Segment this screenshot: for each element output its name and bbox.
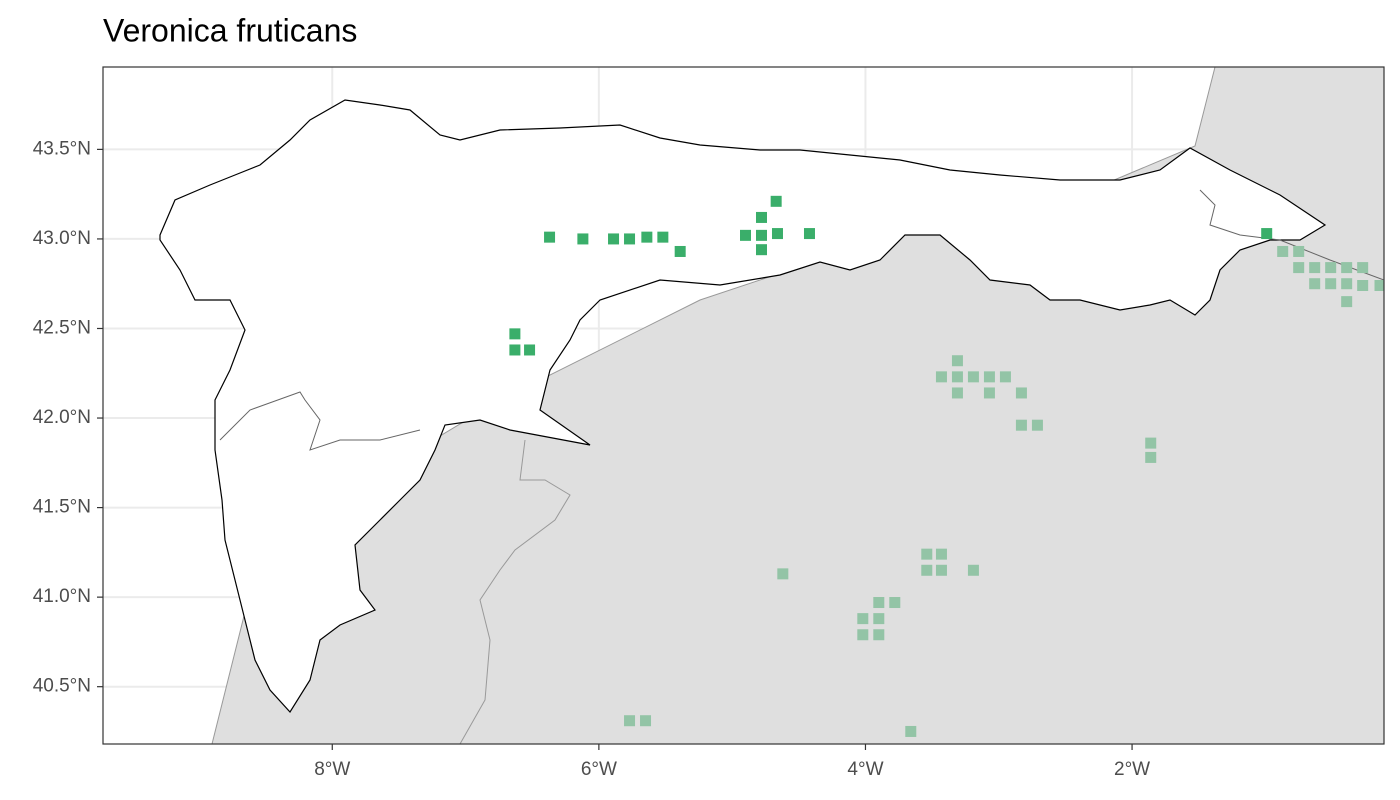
occurrence-point [1374, 280, 1384, 292]
occurrence-point [873, 629, 885, 641]
occurrence-point [755, 244, 767, 256]
chart-title: Veronica fruticans [103, 12, 357, 48]
region [159, 99, 1327, 713]
occurrence-point [935, 548, 947, 560]
occurrence-point [1341, 296, 1353, 308]
occurrence-point [641, 231, 653, 243]
occurrence-point [657, 231, 669, 243]
occurrence-point [624, 233, 636, 245]
y-tick-label: 41.0°N [33, 586, 91, 607]
occurrence-point [608, 233, 620, 245]
map [159, 67, 1384, 744]
y-tick-label: 40.5°N [33, 676, 91, 697]
occurrence-point [857, 629, 869, 641]
occurrence-point [1325, 278, 1337, 290]
x-tick-label: 8°W [314, 759, 350, 780]
occurrence-point [770, 195, 782, 207]
occurrence-point [921, 564, 933, 576]
x-tick-label: 6°W [581, 759, 617, 780]
occurrence-point [803, 228, 815, 240]
occurrence-point [1357, 262, 1369, 274]
occurrence-point [1341, 278, 1353, 290]
occurrence-point [1031, 419, 1043, 431]
occurrence-point [509, 328, 521, 340]
occurrence-point [1293, 262, 1305, 274]
occurrence-point [951, 387, 963, 399]
occurrence-point [1277, 245, 1289, 257]
occurrence-point [857, 613, 869, 625]
occurrence-point [873, 613, 885, 625]
occurrence-point [777, 568, 789, 580]
occurrence-point [1357, 280, 1369, 292]
occurrence-point [624, 715, 636, 727]
occurrence-point [983, 371, 995, 383]
occurrence-point [771, 228, 783, 240]
occurrence-point [755, 211, 767, 223]
occurrence-point [905, 725, 917, 737]
occurrence-point [1261, 228, 1273, 240]
occurrence-point [509, 344, 521, 356]
occurrence-point [739, 229, 751, 241]
occurrence-point [674, 245, 686, 257]
occurrence-point [1325, 262, 1337, 274]
occurrence-point [1341, 262, 1353, 274]
occurrence-point [1015, 419, 1027, 431]
occurrence-point [967, 564, 979, 576]
occurrence-point [873, 597, 885, 609]
occurrence-point [1015, 387, 1027, 399]
occurrence-point [935, 371, 947, 383]
occurrence-point [1309, 262, 1321, 274]
x-tick-label: 4°W [847, 759, 883, 780]
occurrence-point [889, 597, 901, 609]
occurrence-point [967, 371, 979, 383]
occurrence-point [640, 715, 652, 727]
occurrence-point [1145, 437, 1157, 449]
panel-border [102, 66, 1385, 745]
occurrence-point [921, 548, 933, 560]
y-tick-label: 42.0°N [33, 407, 91, 428]
internal-border [459, 439, 571, 744]
occurrence-point [935, 564, 947, 576]
internal-border [219, 189, 1384, 451]
y-tick-label: 43.5°N [33, 138, 91, 159]
occurrence-point [755, 229, 767, 241]
occurrence-point [1145, 451, 1157, 463]
y-tick-label: 41.5°N [33, 497, 91, 518]
x-tick-label: 2°W [1114, 759, 1150, 780]
occurrence-point [951, 355, 963, 367]
occurrence-point [524, 344, 536, 356]
occurrence-point [544, 231, 556, 243]
occurrence-point [983, 387, 995, 399]
y-tick-label: 42.5°N [33, 318, 91, 339]
y-tick-label: 43.0°N [33, 228, 91, 249]
occurrence-point [1293, 245, 1305, 257]
occurrence-point [951, 371, 963, 383]
occurrence-point [1309, 278, 1321, 290]
occurrence-point [999, 371, 1011, 383]
occurrence-point [577, 233, 589, 245]
